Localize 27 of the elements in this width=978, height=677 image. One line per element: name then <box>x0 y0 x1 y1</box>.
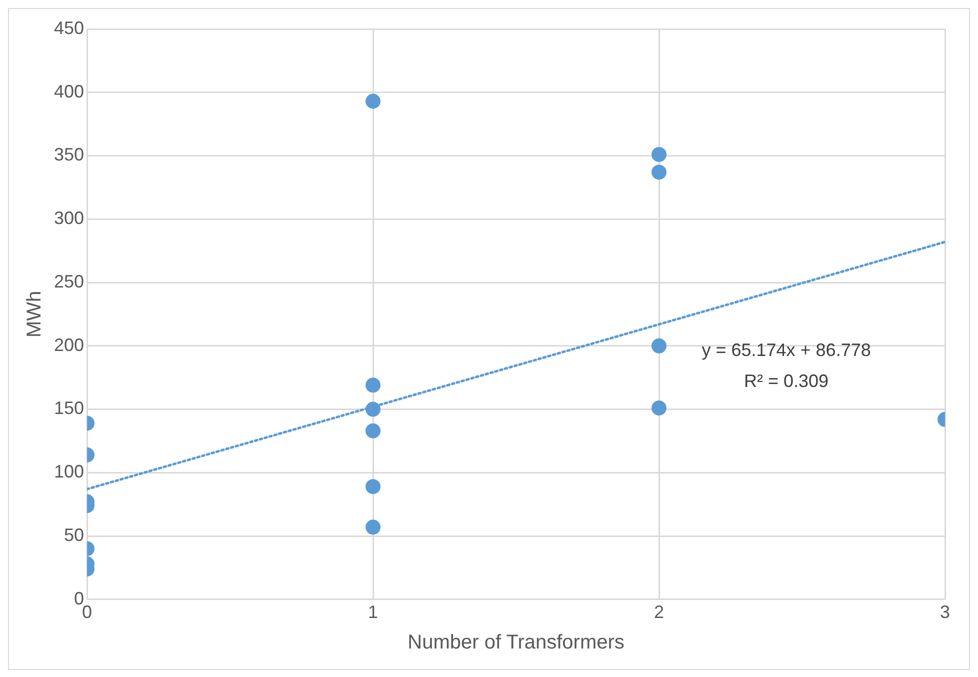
y-axis-title: MWh <box>24 290 46 338</box>
y-tick-label: 100 <box>54 462 84 482</box>
x-tick-label: 1 <box>368 602 378 622</box>
x-tick-label: 3 <box>940 602 950 622</box>
x-tick-label: 2 <box>654 602 664 622</box>
y-tick-label: 300 <box>54 208 84 228</box>
point <box>366 94 381 109</box>
y-tick-label: 450 <box>54 18 84 38</box>
y-tick-label: 250 <box>54 271 84 292</box>
y-tick-label: 0 <box>74 588 84 608</box>
annotation: R² = 0.309 <box>744 371 829 392</box>
point <box>652 338 667 354</box>
point <box>366 423 381 438</box>
y-tick-label: 150 <box>54 398 84 418</box>
point <box>652 164 667 180</box>
y-tick-label: 50 <box>64 524 84 545</box>
y-tick-label: 350 <box>54 144 84 165</box>
annotation: y = 65.174x + 86.778 <box>702 340 871 360</box>
y-tick-label: 400 <box>54 81 84 102</box>
point <box>652 400 667 416</box>
y-tick-label: 200 <box>54 334 84 355</box>
point <box>366 479 381 494</box>
point <box>366 520 381 535</box>
x-axis-title: Number of Transformers <box>408 632 624 654</box>
point <box>366 378 381 393</box>
point <box>366 402 381 417</box>
point <box>652 146 667 162</box>
